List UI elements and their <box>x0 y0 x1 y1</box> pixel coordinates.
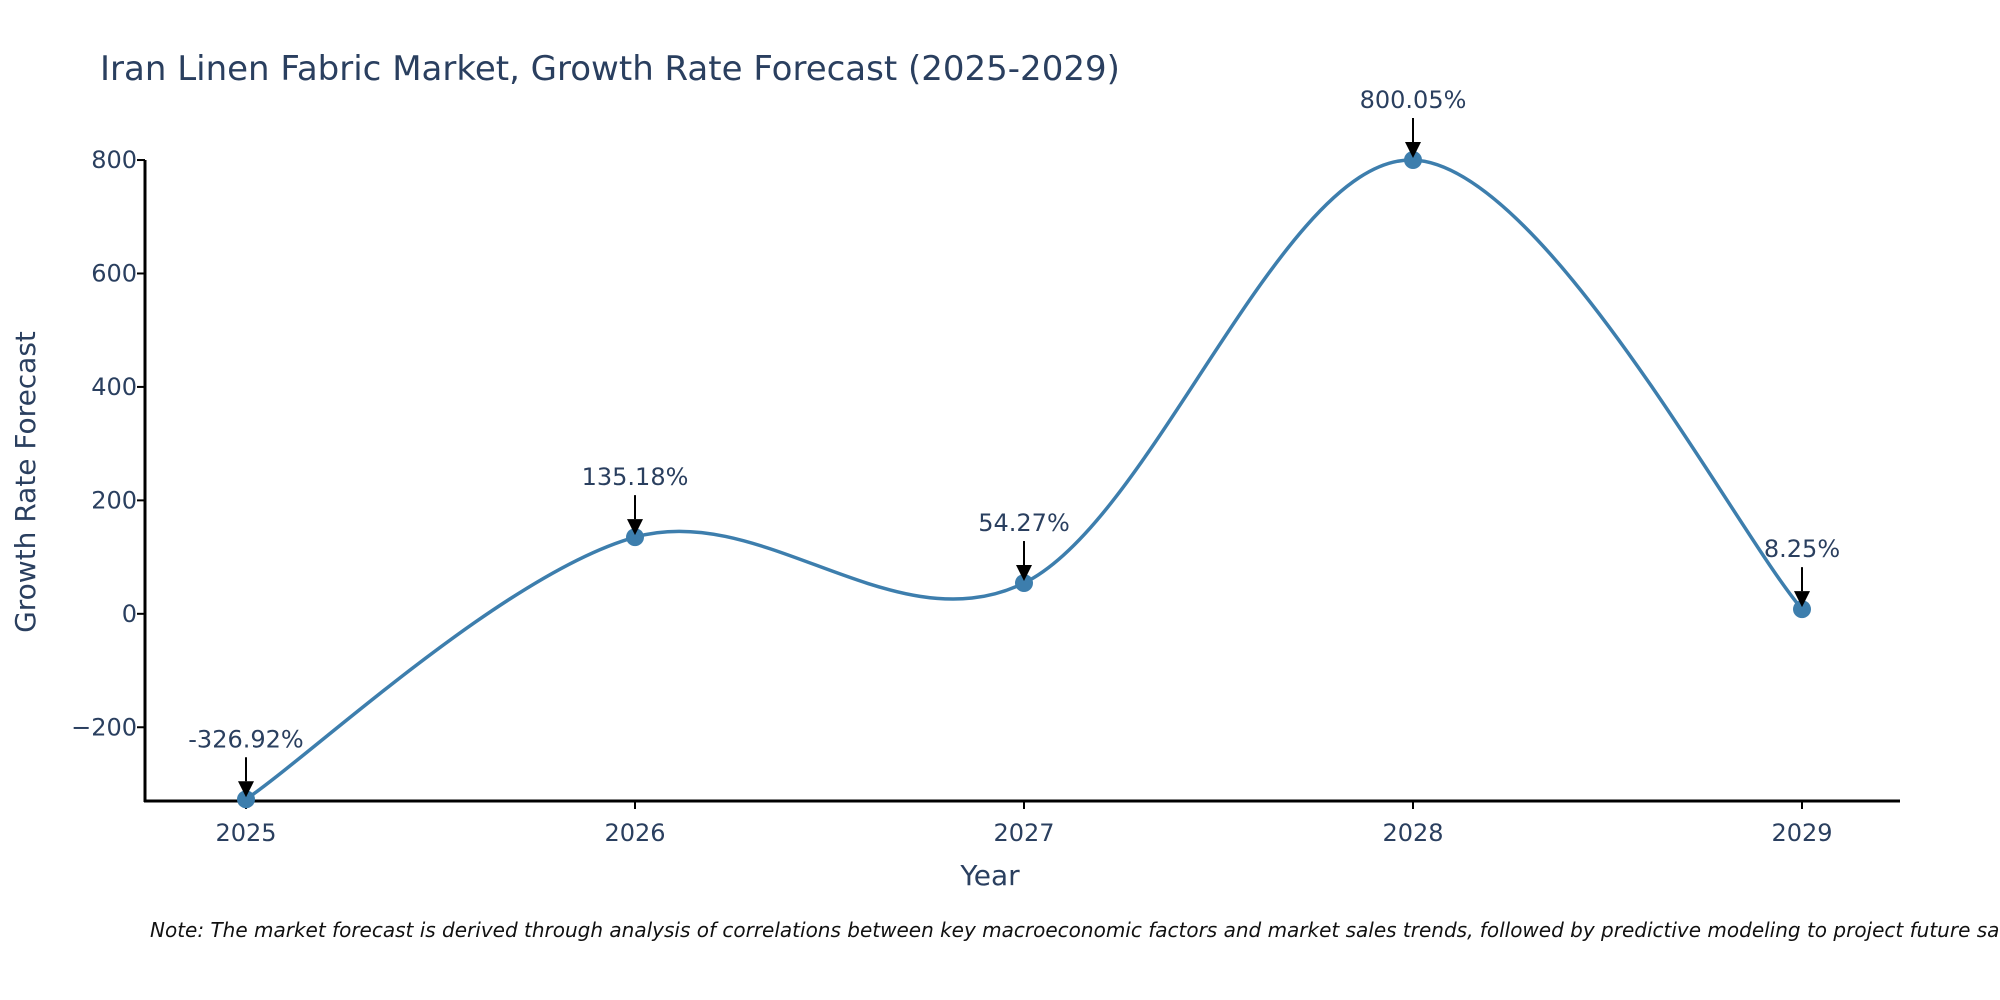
data-point <box>237 790 255 809</box>
data-label: 135.18% <box>582 463 689 491</box>
chart-title: Iran Linen Fabric Market, Growth Rate Fo… <box>100 49 1120 89</box>
y-tick-label: 200 <box>91 486 137 514</box>
y-tick-label: 400 <box>91 373 137 401</box>
y-tick-label: 800 <box>91 146 137 174</box>
data-label: -326.92% <box>188 725 303 753</box>
x-tick-label: 2027 <box>993 819 1054 847</box>
series-line <box>245 158 1804 801</box>
data-point <box>1793 600 1811 619</box>
data-point <box>1015 574 1033 593</box>
footnote: Note: The market forecast is derived thr… <box>150 918 2000 942</box>
annotation-arrow-head <box>1794 591 1810 608</box>
annotation-arrow-head <box>238 781 254 798</box>
x-tick-label: 2028 <box>1382 819 1443 847</box>
annotation-arrow-head <box>1405 142 1421 158</box>
y-axis-title: Growth Rate Forecast <box>9 331 42 633</box>
data-label: 8.25% <box>1764 535 1840 563</box>
data-label: 800.05% <box>1360 86 1467 114</box>
data-point <box>626 528 644 547</box>
y-tick-label: −200 <box>71 713 137 741</box>
x-tick-label: 2029 <box>1771 819 1832 847</box>
x-axis-ticks: 2025 2026 2027 2028 2029 <box>215 801 1833 847</box>
data-annotations: -326.92% 135.18% 54.27% 800.05% 8.25% <box>188 86 1840 798</box>
data-label: 54.27% <box>978 509 1070 537</box>
annotation-arrow-head <box>1016 565 1032 582</box>
annotation-arrow-head <box>627 519 643 536</box>
data-points <box>237 151 1811 809</box>
data-point <box>1404 151 1422 169</box>
y-tick-label: 0 <box>122 600 137 628</box>
y-tick-label: 600 <box>91 259 137 287</box>
x-tick-label: 2025 <box>215 819 276 847</box>
x-tick-label: 2026 <box>604 819 665 847</box>
x-axis-title: Year <box>959 859 1020 892</box>
y-axis-ticks: −200 0 200 400 600 800 <box>71 146 145 741</box>
